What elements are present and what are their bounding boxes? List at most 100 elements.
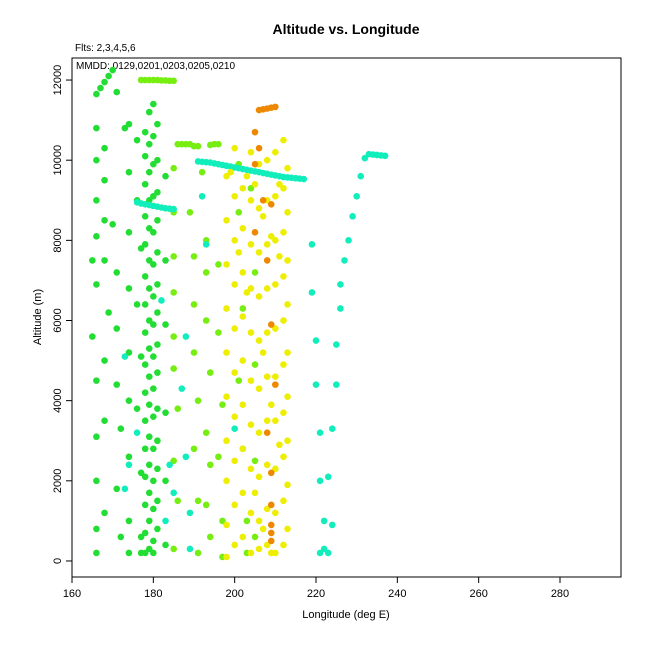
data-point: [255, 249, 263, 256]
data-point: [145, 317, 153, 324]
data-point: [154, 217, 161, 224]
data-point: [267, 233, 275, 240]
data-point: [158, 297, 165, 304]
data-point: [150, 413, 157, 420]
data-point: [223, 349, 230, 356]
data-point: [97, 84, 104, 92]
data-point: [272, 465, 279, 473]
data-point: [202, 317, 210, 324]
data-point: [137, 245, 145, 252]
data-point: [272, 381, 279, 388]
data-point: [125, 229, 133, 236]
data-point: [263, 541, 271, 549]
data-point: [280, 497, 287, 505]
data-point: [316, 477, 324, 485]
x-tick-label: 180: [144, 588, 162, 600]
data-point: [174, 405, 182, 412]
data-point: [215, 261, 222, 268]
data-point: [357, 172, 365, 180]
data-point: [113, 325, 121, 332]
data-point: [170, 205, 177, 213]
data-point: [141, 128, 149, 136]
data-point: [349, 213, 356, 220]
data-point: [255, 293, 263, 300]
data-point: [280, 273, 287, 280]
data-point: [272, 237, 279, 244]
data-point: [267, 200, 275, 208]
data-point: [206, 461, 214, 469]
data-point: [259, 525, 267, 533]
data-point: [93, 549, 100, 557]
data-point: [223, 393, 230, 400]
data-point: [239, 357, 247, 364]
data-point: [105, 309, 112, 316]
data-point: [141, 549, 149, 557]
data-point: [231, 281, 238, 288]
data-point: [141, 273, 149, 280]
data-point: [231, 413, 238, 420]
data-point: [154, 497, 161, 505]
data-point: [263, 156, 271, 164]
data-point: [162, 409, 169, 416]
data-point: [154, 281, 161, 288]
data-point: [223, 172, 230, 180]
data-point: [324, 549, 332, 557]
data-point: [267, 549, 275, 557]
data-point: [247, 377, 255, 384]
data-point: [145, 168, 153, 176]
data-point: [316, 549, 324, 557]
data-point: [141, 529, 149, 537]
data-point: [239, 184, 247, 192]
x-tick-label: 200: [225, 588, 243, 600]
data-point: [170, 333, 177, 340]
data-point: [267, 469, 275, 477]
x-tick-label: 260: [469, 588, 487, 600]
data-point: [154, 120, 161, 128]
data-point: [101, 257, 108, 264]
data-point: [263, 417, 271, 424]
data-point: [150, 321, 157, 328]
data-point: [141, 501, 149, 509]
data-point: [154, 369, 161, 376]
data-point: [247, 329, 255, 336]
data-point: [345, 237, 352, 244]
data-point: [154, 156, 161, 164]
data-point: [320, 517, 328, 525]
data-point: [198, 192, 206, 200]
data-point: [284, 257, 291, 264]
data-point: [141, 180, 149, 188]
data-point: [186, 208, 194, 216]
data-point: [145, 285, 153, 292]
data-point: [145, 345, 153, 352]
data-point: [89, 333, 96, 340]
x-tick-label: 160: [63, 588, 81, 600]
data-point: [255, 429, 263, 437]
data-point: [190, 301, 198, 308]
data-point: [280, 453, 287, 461]
data-point: [231, 237, 238, 244]
data-point: [194, 549, 202, 557]
data-point: [109, 221, 116, 228]
data-point: [202, 501, 210, 509]
y-tick-label: 0: [52, 558, 64, 564]
data-point: [263, 505, 271, 513]
dates-annotation: MMDD: 0129,0201,0203,0205,0210: [76, 61, 235, 72]
data-point: [113, 269, 121, 276]
x-axis: 160 180 200 220 240 260 280: [63, 576, 569, 600]
data-point: [93, 233, 100, 240]
data-point: [239, 401, 247, 408]
data-point: [247, 509, 255, 517]
data-point: [125, 168, 133, 176]
data-point: [154, 188, 161, 196]
data-point: [263, 329, 271, 336]
y-tick-label: 10000: [52, 145, 64, 176]
data-point: [381, 152, 389, 160]
data-point: [267, 537, 275, 545]
data-point: [133, 136, 141, 144]
data-point: [133, 429, 141, 437]
y-tick-label: 4000: [52, 388, 64, 412]
data-point: [206, 533, 214, 541]
data-point: [251, 533, 259, 541]
data-point: [178, 385, 186, 392]
data-point: [361, 154, 369, 162]
